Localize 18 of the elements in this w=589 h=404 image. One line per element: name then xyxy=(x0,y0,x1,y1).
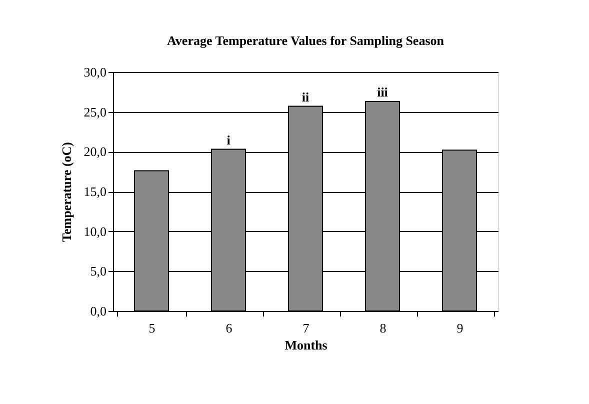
x-axis-title: Months xyxy=(284,338,328,352)
annotation: ii xyxy=(302,89,310,104)
y-tick-label: 30,0 xyxy=(84,64,106,80)
y-axis-title: Temperature (oC) xyxy=(58,142,74,242)
y-tick-label: 0,0 xyxy=(90,304,106,318)
chart-title: Average Temperature Values for Sampling Season xyxy=(167,33,445,48)
y-tick-label: 25,0 xyxy=(84,104,106,120)
annotation: iii xyxy=(377,84,388,100)
x-tick-label: 9 xyxy=(456,320,464,336)
y-tick-label: 10,0 xyxy=(84,224,106,239)
x-tick-label: 6 xyxy=(226,320,233,336)
x-tick-label: 8 xyxy=(380,320,386,336)
y-tick-label: 15,0 xyxy=(84,184,106,199)
y-tick-label: 5,0 xyxy=(90,264,106,279)
y-tick-label: 20,0 xyxy=(84,144,106,160)
annotation: i xyxy=(226,132,231,148)
x-tick-label: 7 xyxy=(302,320,310,336)
x-tick-label: 5 xyxy=(148,320,156,336)
